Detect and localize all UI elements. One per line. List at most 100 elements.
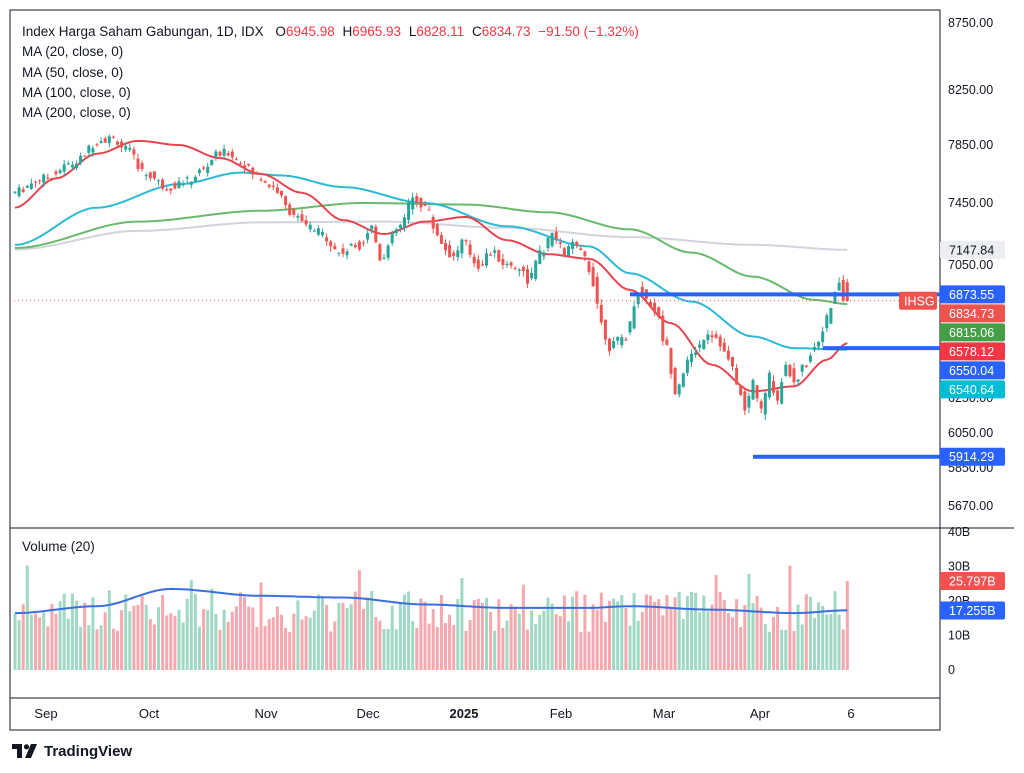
candle-body: [79, 155, 83, 163]
volume-bar: [378, 620, 382, 670]
volume-bar: [66, 618, 70, 670]
volume-bar: [558, 616, 562, 670]
open-value: 6945.98: [285, 24, 335, 39]
volume-bar: [550, 603, 554, 670]
volume-bar: [316, 594, 320, 670]
volume-bar: [456, 599, 460, 670]
candle-body: [640, 286, 644, 294]
candle-body: [706, 334, 710, 341]
volume-bar: [833, 591, 837, 670]
volume-bar: [554, 614, 558, 670]
candle-body: [743, 391, 747, 411]
candle-body: [583, 251, 587, 256]
volume-bar: [755, 595, 759, 670]
indicator-ma200[interactable]: MA (200, close, 0): [22, 105, 131, 121]
candle-body: [575, 241, 579, 246]
volume-bar: [132, 605, 136, 670]
candle-body: [624, 339, 628, 341]
price-axis-tick: 6050.00: [948, 426, 993, 440]
candle-body: [546, 237, 550, 249]
candle-body: [628, 321, 632, 333]
volume-bar: [690, 591, 693, 670]
volume-bar: [161, 595, 165, 670]
candle-body: [530, 272, 534, 279]
candle-body: [25, 185, 29, 188]
volume-bar: [845, 581, 849, 670]
volume-bar: [407, 591, 411, 670]
volume-bar: [136, 605, 140, 670]
candle-body: [804, 365, 808, 367]
tradingview-brand[interactable]: TradingView: [12, 742, 132, 760]
candle-body: [427, 209, 431, 211]
volume-bar: [17, 620, 21, 670]
candle-body: [636, 292, 640, 305]
volume-bar: [25, 565, 29, 670]
candle-body: [161, 179, 165, 189]
candle-body: [169, 188, 173, 191]
candle-body: [542, 252, 546, 257]
candle-body: [439, 234, 443, 244]
candle-body: [243, 165, 247, 169]
low-value: 6828.11: [416, 24, 465, 39]
volume-bar: [583, 594, 587, 670]
candle-body: [657, 307, 661, 318]
candle-body: [796, 379, 800, 382]
candle-body: [603, 319, 607, 340]
candle-body: [448, 245, 452, 258]
candle-body: [54, 171, 58, 175]
volume-pane-title[interactable]: Volume (20): [22, 539, 95, 554]
candle-body: [300, 214, 304, 222]
volume-bar: [206, 610, 210, 670]
volume-bar: [579, 631, 583, 670]
candle-body: [374, 226, 378, 243]
volume-bar: [677, 591, 681, 670]
volume-tag-bg: [940, 572, 1005, 591]
candle-body: [845, 282, 849, 301]
volume-bar: [341, 602, 345, 670]
candle-body: [661, 315, 665, 342]
time-axis-label: 6: [847, 706, 854, 721]
volume-bar: [267, 619, 271, 670]
low-label: L: [408, 24, 417, 39]
volume-bar: [46, 626, 50, 670]
volume-bar: [759, 607, 763, 670]
candles: [13, 134, 849, 421]
indicator-ma20[interactable]: MA (20, close, 0): [22, 44, 124, 60]
candle-body: [534, 260, 538, 280]
indicator-ma100[interactable]: MA (100, close, 0): [22, 84, 131, 100]
volume-bar: [427, 623, 431, 670]
volume-bar: [624, 607, 628, 670]
candle-body: [132, 149, 136, 155]
candle-body: [378, 244, 382, 261]
price-axis-tick: 8250.00: [948, 83, 993, 97]
candle-body: [103, 138, 107, 143]
volume-bar: [423, 601, 427, 670]
candle-body: [739, 386, 743, 395]
volume-bar: [628, 625, 632, 670]
candle-body: [83, 155, 87, 157]
candle-body: [87, 145, 91, 153]
volume-bar: [632, 593, 636, 670]
volume-tag-bg: [940, 601, 1005, 620]
price-tag-label: 6540.64: [949, 383, 994, 397]
candle-body: [444, 243, 447, 251]
volume-bar: [665, 595, 669, 670]
candle-body: [181, 184, 185, 186]
volume-axis-tick: 10B: [948, 629, 970, 643]
volume-bar: [825, 614, 829, 670]
volume-bar: [706, 611, 710, 670]
indicator-ma50[interactable]: MA (50, close, 0): [22, 64, 124, 80]
candle-body: [755, 385, 759, 399]
brand-name: TradingView: [44, 742, 133, 760]
candle-body: [382, 257, 386, 259]
price-tag-label: 6834.73: [949, 307, 994, 321]
candle-body: [91, 148, 95, 153]
volume-bar: [653, 601, 657, 670]
volume-bar: [439, 595, 443, 670]
volume-bar: [62, 593, 66, 670]
candle-body: [275, 187, 279, 193]
price-tag-label: 6815.06: [949, 326, 994, 340]
time-axis-label: 2025: [450, 706, 479, 721]
candle-body: [800, 364, 804, 372]
